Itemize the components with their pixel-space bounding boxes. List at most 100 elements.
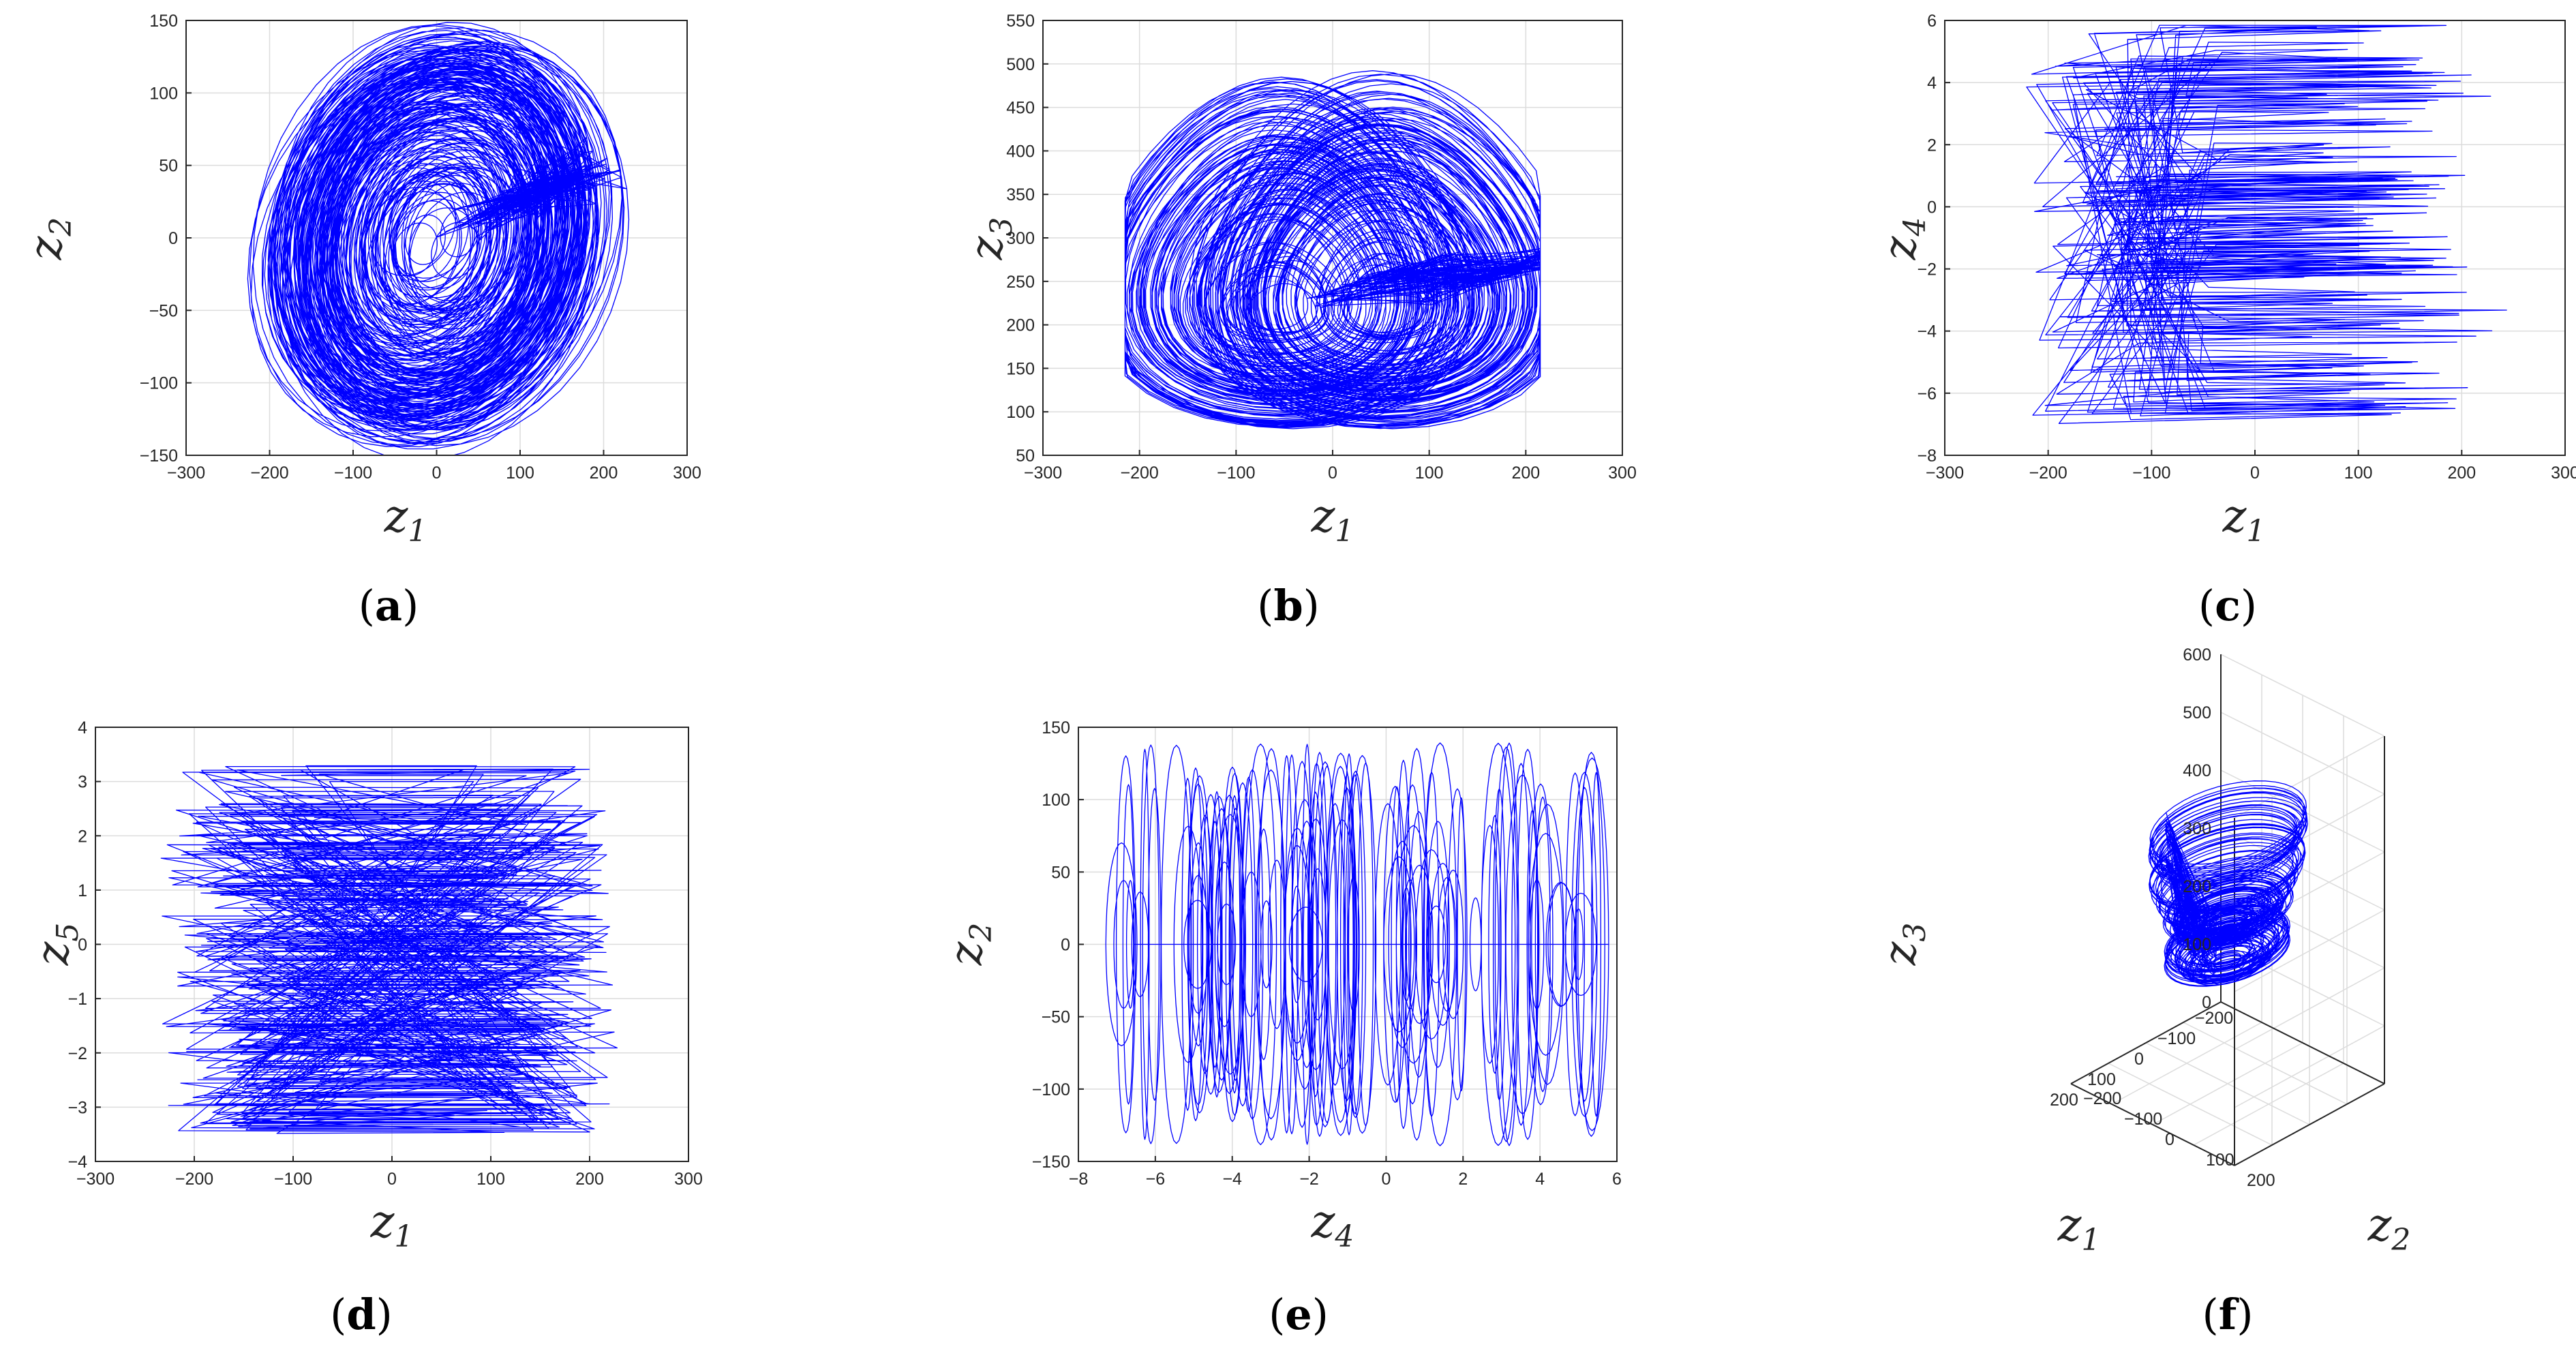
x-axis-label-main: z: [370, 1196, 395, 1248]
x-tick-label: −200: [250, 463, 288, 483]
x-tick-label: −200: [2029, 463, 2067, 483]
y-tick-label: −100: [140, 374, 178, 393]
z-tick-label: 400: [2183, 761, 2211, 780]
x-axis-label: z1: [370, 1196, 414, 1254]
panel-b: −300 −200 −100 0 100 200 300 50 100 150 200 250 300 3…: [1006, 12, 1637, 483]
y-axis-label-text: z3: [960, 217, 1019, 261]
y-axis-label-sub: 4: [1898, 217, 1933, 237]
x-axis-label-text: z4: [1311, 1196, 1354, 1254]
caption-c: (c): [2198, 581, 2257, 630]
x-axis-label-text: z1: [2222, 490, 2266, 549]
caption-a-close: ): [402, 581, 419, 630]
y-tick-label: 500: [1006, 55, 1035, 74]
y-axis-label-text: z5: [27, 923, 85, 966]
z-tick-label: 0: [2202, 993, 2211, 1012]
y-tick-label: −150: [1032, 1153, 1070, 1172]
trajectory-series: [160, 765, 618, 1134]
caption-b-letter: b: [1273, 581, 1303, 630]
y-axis-label-main: z: [960, 235, 1013, 260]
x-tick-label: −100: [334, 463, 372, 483]
x-axis-label-main: z: [384, 490, 409, 543]
y-axis-label-text: z2: [940, 923, 999, 966]
x-tick-label: −200: [175, 1170, 213, 1189]
y-tick-label: 550: [1006, 12, 1035, 31]
x-axis-label-sub: 1: [2081, 1223, 2100, 1258]
x-tick-label: 200: [1511, 463, 1540, 483]
x-axis-label-main: z: [2057, 1199, 2082, 1251]
y-tick-label: −8: [1917, 446, 1937, 466]
caption-e-close: ): [1312, 1290, 1329, 1339]
y-tick-label: −150: [140, 446, 178, 466]
x-tick-label: −100: [2132, 463, 2170, 483]
z-axis-label-main: z: [1874, 941, 1926, 966]
x-axis-label: z1: [2057, 1199, 2101, 1258]
y-axis-label-text: z4: [1874, 217, 1933, 261]
y-axis-label: z3: [960, 217, 1019, 261]
y-tick-label: 300: [1006, 229, 1035, 248]
y-axis-label: z5: [27, 923, 85, 966]
caption-e-letter: e: [1285, 1290, 1312, 1339]
y-tick-label: 350: [1006, 185, 1035, 204]
y-tick-label: 50: [1016, 446, 1035, 466]
y-tick-label: 450: [1006, 99, 1035, 118]
x-tick-label: 2: [1458, 1170, 1468, 1189]
y-axis-label-main: z: [2367, 1199, 2393, 1251]
y-tick-label: 100: [2206, 1151, 2234, 1170]
y-tick-label: 200: [1006, 316, 1035, 335]
y-tick-label: 0: [2165, 1130, 2175, 1149]
trajectory-series: [1124, 70, 1541, 429]
y-tick-label: 150: [1006, 359, 1035, 378]
x-tick-label: 0: [387, 1170, 397, 1189]
x-axis-label: z1: [384, 490, 427, 549]
y-tick-label: 100: [1006, 403, 1035, 422]
x-axis-label: z1: [1311, 490, 1354, 549]
y-axis-label: z4: [1874, 217, 1933, 261]
y-tick-label: 0: [1927, 198, 1937, 217]
caption-d-close: ): [376, 1290, 393, 1339]
x-tick-label: 300: [2551, 463, 2576, 483]
caption-f-letter: f: [2219, 1290, 2239, 1339]
x-tick-label: 200: [2050, 1091, 2078, 1110]
caption-f: (f): [2202, 1290, 2253, 1339]
z-tick-label: 600: [2183, 645, 2211, 665]
trajectory-series: [1105, 742, 1609, 1146]
y-axis-label-text: z2: [2367, 1199, 2411, 1258]
z-axis-label-sub: 3: [1898, 923, 1933, 942]
trajectory-series: [247, 22, 630, 455]
caption-a: (a): [359, 581, 419, 630]
y-tick-label: 3: [78, 773, 87, 792]
y-tick-label: 0: [168, 229, 178, 248]
x-tick-label: −2: [1299, 1170, 1319, 1189]
x-tick-label: 100: [506, 463, 534, 483]
z-axis-label-text: z3: [1874, 923, 1933, 966]
x-tick-label: −100: [274, 1170, 312, 1189]
y-tick-label: −200: [2083, 1089, 2121, 1108]
caption-f-close: ): [2237, 1290, 2253, 1339]
x-axis-label: z4: [1311, 1196, 1354, 1254]
y-tick-label: 250: [1006, 273, 1035, 292]
y-axis-label-sub: 3: [984, 217, 1019, 237]
x-tick-label: 6: [1612, 1170, 1622, 1189]
y-tick-label: 2: [78, 827, 87, 846]
caption-c-close: ): [2241, 581, 2257, 630]
x-tick-label: 100: [2344, 463, 2373, 483]
y-tick-label: −6: [1917, 384, 1937, 404]
x-axis-label-sub: 1: [2246, 514, 2265, 549]
caption-a-letter: a: [375, 581, 402, 630]
grid-line-y: [2193, 1063, 2344, 1146]
z-tick-label: 500: [2183, 703, 2211, 722]
y-tick-label: 0: [78, 936, 87, 955]
y-tick-label: 150: [149, 12, 178, 31]
y-axis-label-main: z: [1874, 235, 1926, 260]
y-axis-label-sub: 2: [2391, 1223, 2410, 1258]
x-tick-label: 0: [2250, 463, 2260, 483]
y-tick-label: 100: [1042, 791, 1070, 810]
box-edge: [2234, 1083, 2385, 1166]
y-tick-label: −4: [1917, 322, 1937, 341]
y-tick-label: −2: [67, 1044, 87, 1063]
x-tick-label: 0: [1381, 1170, 1391, 1189]
y-axis-label-main: z: [20, 235, 72, 260]
x-tick-label: −100: [1217, 463, 1255, 483]
trajectory-series: [2148, 780, 2308, 987]
